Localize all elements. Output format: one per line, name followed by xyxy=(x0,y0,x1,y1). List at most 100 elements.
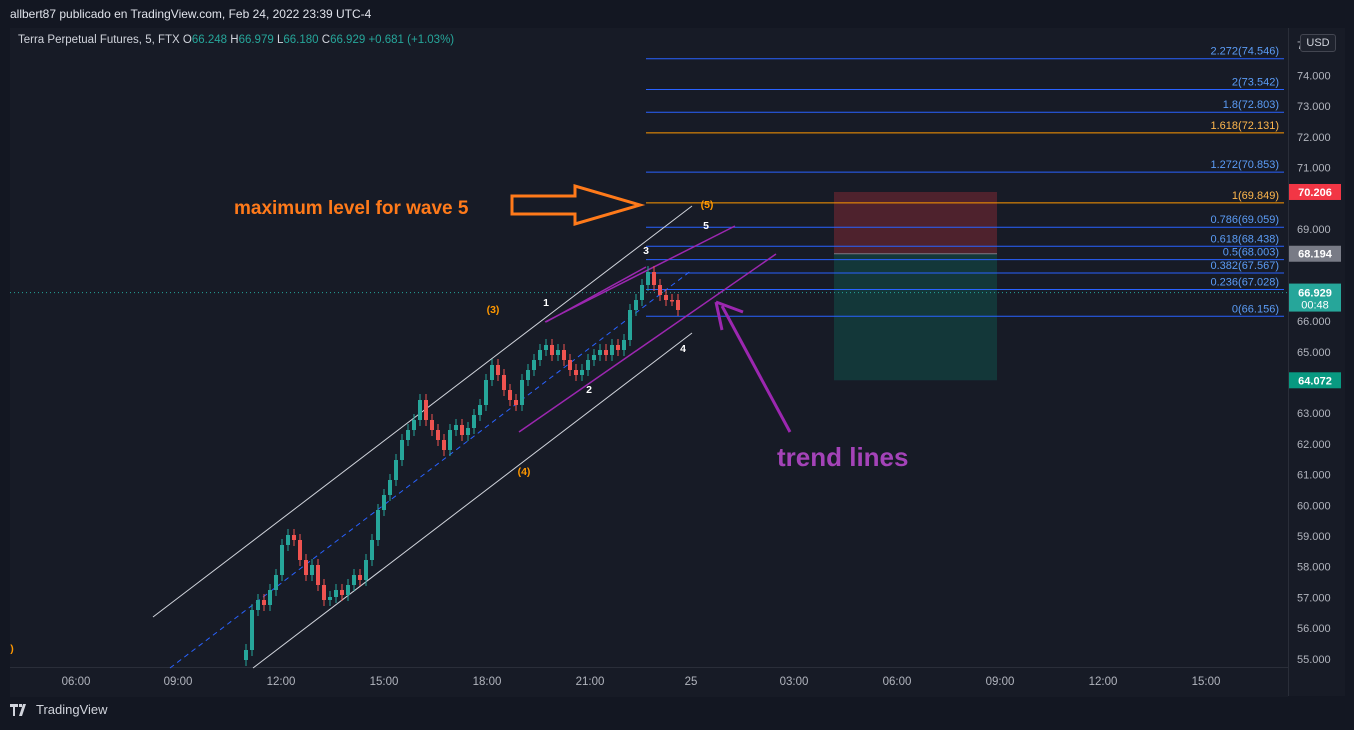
footer-brand[interactable]: TradingView xyxy=(10,702,108,717)
candle-body xyxy=(334,590,338,597)
candle-body xyxy=(496,365,500,375)
candle-body xyxy=(424,400,428,420)
wave-label-1: 1 xyxy=(543,297,549,309)
ohlc-close: 66.929 xyxy=(330,34,366,46)
candle-body xyxy=(244,650,248,660)
time-tick-label: 03:00 xyxy=(780,676,809,688)
trend-line-lower xyxy=(518,253,777,433)
candle-body xyxy=(454,425,458,430)
candle-body xyxy=(442,440,446,450)
candle-body xyxy=(532,360,536,370)
candle-body xyxy=(292,535,296,540)
candle-body xyxy=(526,370,530,380)
candle-body xyxy=(364,560,368,580)
channel-upper-line xyxy=(152,205,693,618)
time-tick-label: 12:00 xyxy=(1089,676,1118,688)
price-badge xyxy=(1289,372,1341,389)
purple-arrow-head-icon xyxy=(714,300,744,331)
time-tick-label: 12:00 xyxy=(267,676,296,688)
candle-body xyxy=(370,540,374,560)
fib-level-label: 1.8(72.803) xyxy=(1223,99,1279,111)
candle-body xyxy=(382,495,386,510)
candle-body xyxy=(592,355,596,360)
fib-level-label: 1.618(72.131) xyxy=(1211,120,1280,132)
candle-body xyxy=(538,350,542,360)
candle-body xyxy=(430,420,434,430)
publish-byline-bar: allbert87 publicado en TradingView.com, … xyxy=(0,0,1354,28)
candle-body xyxy=(664,295,668,300)
candle-body xyxy=(250,610,254,650)
candle-body xyxy=(328,597,332,600)
time-tick-label: 15:00 xyxy=(1192,676,1221,688)
wave-label-4: 4 xyxy=(680,343,686,355)
candle-body xyxy=(316,565,320,585)
price-badge xyxy=(1289,245,1341,262)
price-tick-label: 60.000 xyxy=(1297,500,1331,512)
candle-body xyxy=(394,460,398,480)
candles-group xyxy=(244,266,680,666)
price-tick-label: 66.000 xyxy=(1297,316,1331,328)
trend-line-upper xyxy=(544,225,736,323)
wave-label-4-paren: (4) xyxy=(518,466,531,478)
price-tick-label: 62.000 xyxy=(1297,439,1331,451)
symbol-name: Terra Perpetual Futures, 5, FTX xyxy=(18,34,180,46)
candle-body xyxy=(658,285,662,295)
target-zone-box xyxy=(834,253,997,381)
fib-level-label: 0.618(68.438) xyxy=(1211,233,1280,245)
price-badge-label: 70.206 xyxy=(1298,187,1332,199)
channel-median-line xyxy=(169,269,693,669)
candle-body xyxy=(544,345,548,350)
fib-level-label: 0.786(69.059) xyxy=(1211,214,1280,226)
orange-arrow-icon xyxy=(510,183,646,227)
ohlc-close-label: C xyxy=(321,34,331,46)
candle-body xyxy=(484,380,488,405)
price-tick-label: 55.000 xyxy=(1297,654,1331,666)
candle-body xyxy=(412,420,416,430)
time-axis[interactable] xyxy=(10,667,1288,697)
time-tick-label: 21:00 xyxy=(576,676,605,688)
candle-body xyxy=(628,310,632,340)
price-badge-label: 66.929 xyxy=(1298,288,1332,300)
candle-body xyxy=(274,575,278,590)
time-tick-label: 25 xyxy=(685,676,698,688)
wave-line xyxy=(545,266,647,323)
chart-pane[interactable] xyxy=(10,28,1288,696)
candle-body xyxy=(580,370,584,375)
candle-body xyxy=(478,405,482,415)
price-badge-label: 64.072 xyxy=(1298,375,1332,387)
price-tick-label: 74.000 xyxy=(1297,71,1331,83)
candle-body xyxy=(586,360,590,370)
price-badge-label: 68.194 xyxy=(1298,249,1333,261)
price-badge xyxy=(1289,283,1341,312)
candle-body xyxy=(514,400,518,405)
candle-body xyxy=(652,272,656,285)
publish-byline: allbert87 publicado en TradingView.com, … xyxy=(10,7,372,21)
ohlc-high-label: H xyxy=(230,34,239,46)
candle-body xyxy=(304,560,308,575)
candle-body xyxy=(346,585,350,595)
price-badge-countdown: 00:48 xyxy=(1301,300,1329,312)
fib-level-label: 0.382(67.567) xyxy=(1211,260,1280,272)
candle-body xyxy=(340,590,344,595)
candle-body xyxy=(268,590,272,605)
currency-button[interactable]: USD xyxy=(1300,34,1336,52)
ohlc-high: 66.979 xyxy=(238,34,274,46)
candle-body xyxy=(550,345,554,355)
symbol-legend: Terra Perpetual Futures, 5, FTX O66.248 … xyxy=(18,34,454,46)
price-tick-label: 57.000 xyxy=(1297,592,1331,604)
candle-body xyxy=(604,350,608,355)
price-axis[interactable] xyxy=(1288,28,1345,696)
stop-zone-box xyxy=(834,191,997,254)
ohlc-open: 66.248 xyxy=(191,34,228,46)
price-tick-label: 61.000 xyxy=(1297,470,1331,482)
fib-level-label: 1.272(70.853) xyxy=(1211,159,1280,171)
candle-body xyxy=(448,430,452,450)
candle-body xyxy=(634,300,638,310)
wave-label-3-paren: (3) xyxy=(487,304,500,316)
fib-level-label: 0.5(68.003) xyxy=(1223,247,1279,259)
wave-label-5-paren: (5) xyxy=(701,199,714,211)
wave-label-2: 2 xyxy=(586,384,592,396)
price-tick-label: 58.000 xyxy=(1297,562,1331,574)
candle-body xyxy=(670,300,674,302)
